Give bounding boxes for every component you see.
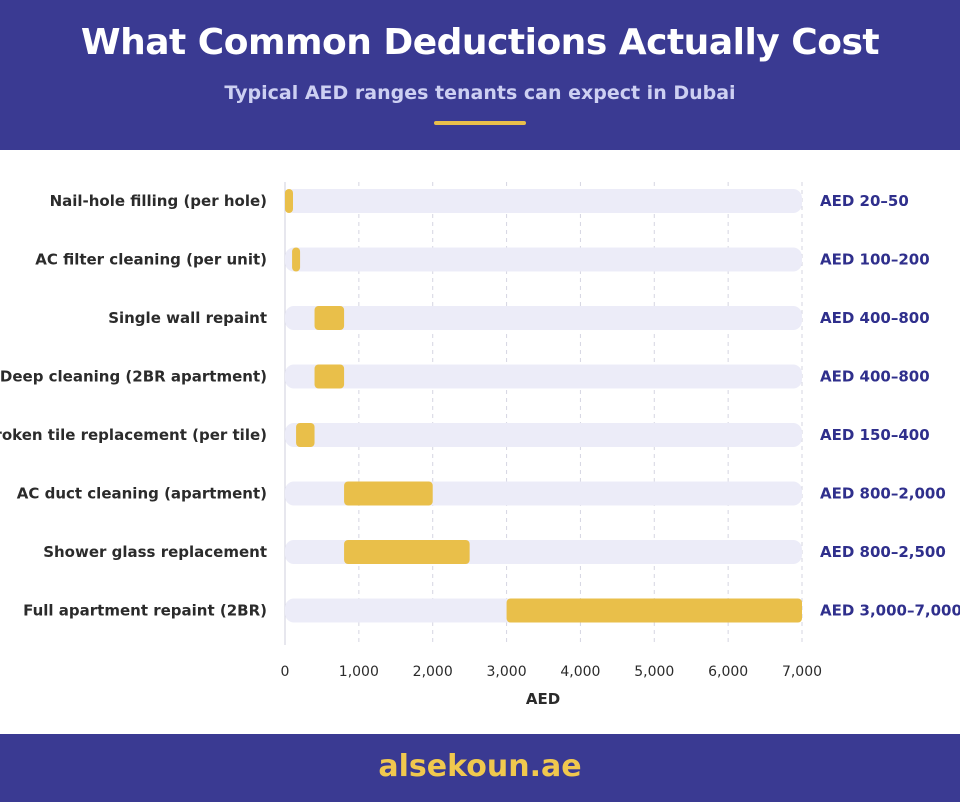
range-bar [292,247,301,272]
category-label: Full apartment repaint (2BR) [23,602,267,620]
footer-site-link[interactable]: alsekoun.ae [378,749,582,784]
range-bars [285,189,802,623]
bar-track [285,189,802,213]
grid-lines [284,182,803,645]
range-value-label: AED 150–400 [820,426,930,444]
range-bar [285,189,293,213]
bar-track [285,423,802,447]
range-bar [296,423,315,447]
range-bar-chart: Nail-hole filling (per hole) AC filter cl… [0,182,960,708]
range-labels: AED 20–50 AED 100–200 AED 400–800 AED 400–8… [820,192,960,620]
category-label: Single wall repaint [108,309,267,327]
category-labels: Nail-hole filling (per hole) AC filter cl… [0,192,267,620]
range-value-label: AED 20–50 [820,192,909,210]
x-tick-label: 0 [281,664,290,680]
category-label: AC duct cleaning (apartment) [17,485,267,503]
range-bar [314,306,345,330]
header-banner: What Common Deductions Actually Cost Typ… [0,0,960,150]
page-subtitle: Typical AED ranges tenants can expect in… [224,82,736,104]
range-value-label: AED 100–200 [820,251,930,269]
category-label: Nail-hole filling (per hole) [50,192,267,210]
range-bar [506,598,802,623]
bar-track [285,364,802,389]
x-tick-label: 7,000 [782,664,822,680]
range-value-label: AED 800–2,000 [820,485,946,503]
page-title: What Common Deductions Actually Cost [80,22,880,63]
footer-banner: alsekoun.ae [0,734,960,802]
range-bar [344,540,470,564]
category-label: Deep cleaning (2BR apartment) [0,368,267,386]
category-label: AC filter cleaning (per unit) [35,251,267,269]
range-value-label: AED 400–800 [820,368,930,386]
x-tick-label: 2,000 [413,664,453,680]
range-value-label: AED 3,000–7,000 [820,602,960,620]
x-axis-ticks: 0 1,000 2,000 3,000 4,000 5,000 6,000 7,000 [281,664,823,680]
range-value-label: AED 800–2,500 [820,543,946,561]
range-bar [344,481,433,506]
x-tick-label: 1,000 [339,664,379,680]
range-value-label: AED 400–800 [820,309,930,327]
category-label: Broken tile replacement (per tile) [0,426,267,444]
bar-track [285,247,802,272]
range-bar [314,364,345,389]
x-tick-label: 5,000 [634,664,674,680]
x-tick-label: 4,000 [560,664,600,680]
bar-track [285,306,802,330]
x-tick-label: 6,000 [708,664,748,680]
category-label: Shower glass replacement [43,543,267,561]
x-axis-title: AED [526,690,560,708]
accent-divider [434,121,526,125]
x-tick-label: 3,000 [487,664,527,680]
